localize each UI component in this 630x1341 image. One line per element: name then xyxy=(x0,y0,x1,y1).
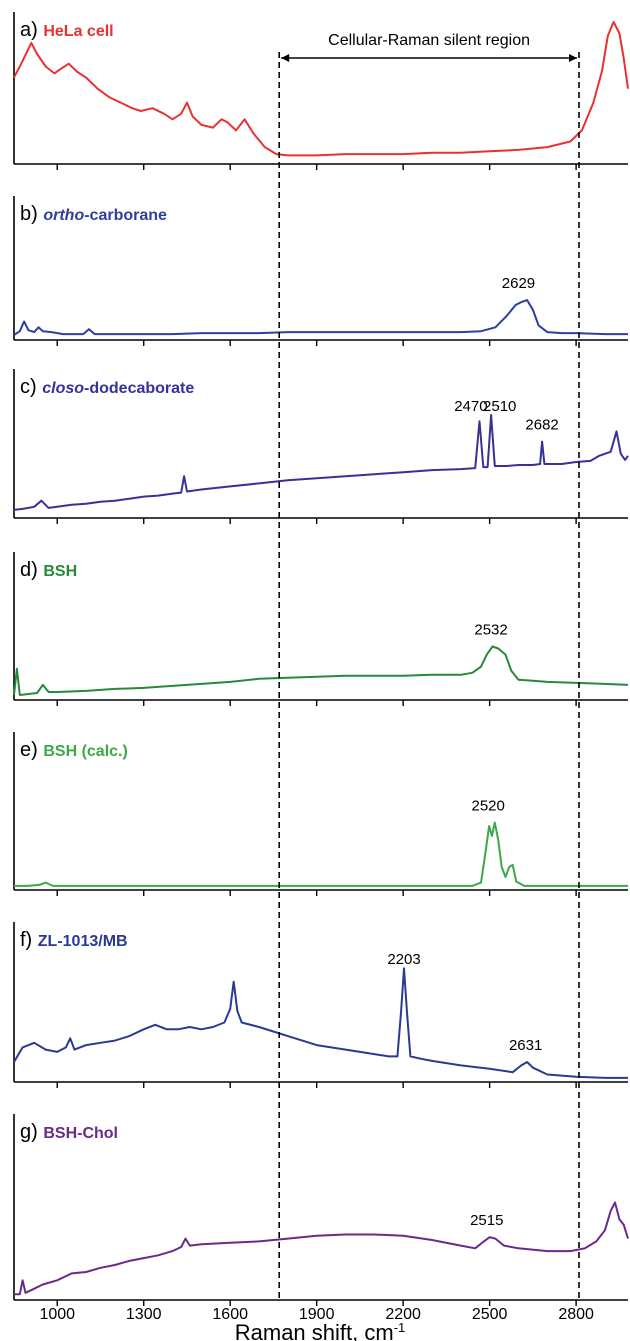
peak-label: 2520 xyxy=(472,798,505,815)
x-tick-label: 1000 xyxy=(39,1306,75,1323)
panel-label: d) BSH xyxy=(20,559,77,581)
spectrum-line xyxy=(13,967,628,1079)
sample-name: HeLa cell xyxy=(43,23,113,40)
sample-name: BSH (calc.) xyxy=(43,743,127,760)
spectrum-line xyxy=(13,645,629,696)
panel-label: f) ZL-1013/MB xyxy=(20,929,128,951)
peak-label: 2629 xyxy=(502,275,535,292)
panel-letter: d) xyxy=(20,559,43,581)
sample-name: BSH xyxy=(43,563,77,580)
x-tick-label: 2800 xyxy=(558,1306,594,1323)
panel-letter: b) xyxy=(20,203,43,225)
panel-b: b) ortho-carborane 2629 xyxy=(13,196,628,346)
panel-a: a) HeLa cell xyxy=(13,12,629,170)
panel-letter: a) xyxy=(20,19,43,41)
panel-label: c) closo-dodecaborate xyxy=(20,376,194,398)
panel-d: d) BSH 2532 xyxy=(13,552,629,706)
arrow-head-right xyxy=(568,54,577,62)
panel-g: g) BSH-Chol 2515 xyxy=(13,1114,629,1306)
x-tick-label: 2500 xyxy=(472,1306,508,1323)
panel-f: f) ZL-1013/MB 2203 2631 xyxy=(13,922,628,1088)
x-tick-label: 1300 xyxy=(126,1306,162,1323)
sample-name: ZL-1013/MB xyxy=(38,933,128,950)
x-axis-title-superscript: -1 xyxy=(394,1320,406,1335)
x-axis-title: Raman shift, cm-1 xyxy=(235,1320,406,1341)
peak-label: 2515 xyxy=(470,1212,503,1229)
panel-label: e) BSH (calc.) xyxy=(20,739,128,761)
panel-label: g) BSH-Chol xyxy=(20,1121,118,1143)
spectrum-line xyxy=(14,1201,629,1296)
peak-label: 2532 xyxy=(474,622,507,639)
panel-letter: g) xyxy=(20,1121,43,1143)
peak-label: 2682 xyxy=(525,417,558,434)
sample-name: closo xyxy=(42,380,84,397)
peak-label: 2470 xyxy=(454,398,487,415)
arrow-head-left xyxy=(281,54,290,62)
peak-label: 2631 xyxy=(509,1037,542,1054)
spectrum-line xyxy=(13,299,628,336)
sample-name-rest: -dodecaborate xyxy=(84,380,194,397)
panel-label: b) ortho-carborane xyxy=(20,203,167,225)
spectrum-line xyxy=(13,21,629,157)
panel-letter: f) xyxy=(20,929,38,951)
sample-name-rest: -carborane xyxy=(84,207,167,224)
spectrum-line xyxy=(14,821,628,887)
silent-region-label: Cellular-Raman silent region xyxy=(328,32,530,49)
panel-e: e) BSH (calc.) 2520 xyxy=(13,732,628,896)
x-tick-label: 2200 xyxy=(385,1306,421,1323)
spectrum-line xyxy=(13,414,629,511)
x-tick-label: 1900 xyxy=(299,1306,335,1323)
panel-label: a) HeLa cell xyxy=(20,19,114,41)
x-tick-label: 1600 xyxy=(212,1306,248,1323)
panel-letter: c) xyxy=(20,376,42,398)
peak-label: 2510 xyxy=(483,398,516,415)
sample-name: ortho xyxy=(43,207,84,224)
sample-name: BSH-Chol xyxy=(43,1125,118,1142)
peak-label: 2203 xyxy=(387,951,420,968)
x-axis-title-text: Raman shift, cm xyxy=(235,1320,394,1341)
panel-letter: e) xyxy=(20,739,43,761)
